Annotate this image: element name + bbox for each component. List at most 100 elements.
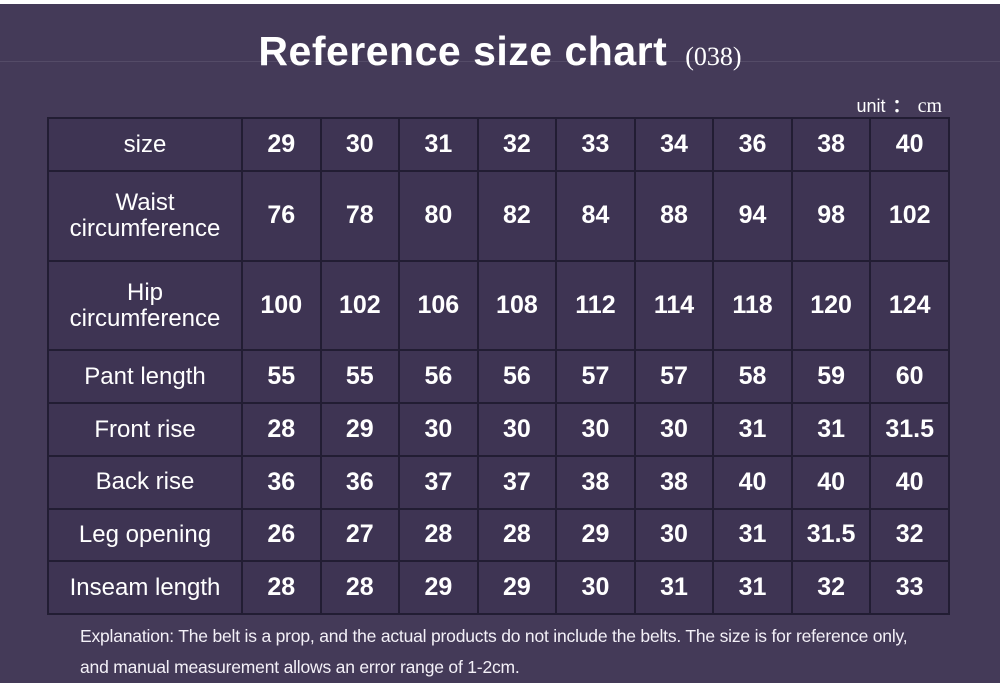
size-value-cell: 28 bbox=[476, 507, 558, 563]
size-value-cell: 56 bbox=[476, 349, 558, 405]
size-value-cell: 38 bbox=[633, 454, 715, 510]
size-value-cell: 34 bbox=[633, 117, 715, 172]
size-value-cell: 38 bbox=[790, 117, 872, 172]
table-row: Pant length 55 55 56 56 57 57 58 59 60 bbox=[47, 349, 950, 405]
size-value-cell: 40 bbox=[790, 454, 872, 510]
size-value-cell: 76 bbox=[241, 169, 322, 262]
size-value-cell: 30 bbox=[319, 117, 401, 172]
size-value-cell: 57 bbox=[633, 349, 715, 405]
explanation-text: Explanation: The belt is a prop, and the… bbox=[80, 621, 970, 683]
row-label: Inseam length bbox=[47, 560, 243, 615]
size-value-cell: 112 bbox=[555, 259, 636, 352]
size-value-cell: 40 bbox=[712, 454, 793, 510]
row-label: Front rise bbox=[47, 402, 243, 457]
size-value-cell: 60 bbox=[869, 349, 950, 405]
size-value-cell: 82 bbox=[476, 169, 558, 262]
row-label: Back rise bbox=[47, 454, 243, 510]
size-value-cell: 102 bbox=[869, 169, 950, 262]
size-value-cell: 29 bbox=[476, 560, 558, 615]
size-value-cell: 28 bbox=[241, 402, 322, 457]
size-value-cell: 32 bbox=[869, 507, 950, 563]
size-value-cell: 28 bbox=[319, 560, 401, 615]
unit-colon: ： bbox=[892, 96, 911, 116]
explanation-line-2: and manual measurement allows an error r… bbox=[80, 657, 520, 677]
page-title: Reference size chart (038) bbox=[0, 28, 1000, 75]
size-value-cell: 30 bbox=[555, 560, 636, 615]
size-value-cell: 124 bbox=[869, 259, 950, 352]
size-value-cell: 37 bbox=[476, 454, 558, 510]
size-value-cell: 28 bbox=[398, 507, 479, 563]
size-value-cell: 33 bbox=[869, 560, 950, 615]
size-value-cell: 38 bbox=[555, 454, 636, 510]
size-value-cell: 57 bbox=[555, 349, 636, 405]
size-value-cell: 31 bbox=[398, 117, 479, 172]
row-label: Waist circumference bbox=[47, 169, 243, 262]
size-value-cell: 94 bbox=[712, 169, 793, 262]
size-table: size 29 30 31 32 33 34 36 38 40 Waist circumferenc… bbox=[47, 117, 950, 615]
size-value-cell: 88 bbox=[633, 169, 715, 262]
size-value-cell: 29 bbox=[398, 560, 479, 615]
table-row: size 29 30 31 32 33 34 36 38 40 bbox=[47, 117, 950, 172]
size-value-cell: 31 bbox=[633, 560, 715, 615]
table-row: Inseam length 28 28 29 29 30 31 31 32 33 bbox=[47, 560, 950, 615]
size-value-cell: 114 bbox=[633, 259, 715, 352]
size-value-cell: 31 bbox=[712, 402, 793, 457]
size-value-cell: 55 bbox=[319, 349, 401, 405]
size-value-cell: 30 bbox=[398, 402, 479, 457]
unit-value: cm bbox=[917, 95, 942, 117]
page-title-code: (038) bbox=[685, 42, 742, 71]
table-row: Hip circumference 100 102 106 108 112 114 118 12… bbox=[47, 259, 950, 352]
size-value-cell: 37 bbox=[398, 454, 479, 510]
row-label: Hip circumference bbox=[47, 259, 243, 352]
bottom-white-strip bbox=[0, 683, 1000, 691]
size-value-cell: 58 bbox=[712, 349, 793, 405]
size-value-cell: 33 bbox=[555, 117, 636, 172]
size-value-cell: 56 bbox=[398, 349, 479, 405]
size-value-cell: 31.5 bbox=[790, 507, 872, 563]
table-row: Waist circumference 76 78 80 82 84 88 94 98 102 bbox=[47, 169, 950, 262]
size-table-body: size 29 30 31 32 33 34 36 38 40 Waist circumferenc… bbox=[47, 117, 950, 615]
size-value-cell: 108 bbox=[476, 259, 558, 352]
size-value-cell: 31 bbox=[712, 507, 793, 563]
size-value-cell: 100 bbox=[241, 259, 322, 352]
table-row: Front rise 28 29 30 30 30 30 31 31 31.5 bbox=[47, 402, 950, 457]
size-value-cell: 102 bbox=[319, 259, 401, 352]
size-value-cell: 118 bbox=[712, 259, 793, 352]
size-value-cell: 78 bbox=[319, 169, 401, 262]
size-value-cell: 40 bbox=[869, 454, 950, 510]
divider-line bbox=[0, 61, 1000, 62]
purple-panel: Reference size chart (038) unit ： cm size… bbox=[0, 4, 1000, 683]
size-value-cell: 55 bbox=[241, 349, 322, 405]
size-value-cell: 30 bbox=[633, 507, 715, 563]
table-row: Leg opening 26 27 28 28 29 30 31 31.5 32 bbox=[47, 507, 950, 563]
size-value-cell: 29 bbox=[241, 117, 322, 172]
size-value-cell: 28 bbox=[241, 560, 322, 615]
page-title-text: Reference size chart bbox=[258, 28, 668, 74]
unit-note: unit ： cm bbox=[857, 92, 943, 118]
size-value-cell: 26 bbox=[241, 507, 322, 563]
size-value-cell: 40 bbox=[869, 117, 950, 172]
size-value-cell: 98 bbox=[790, 169, 872, 262]
unit-word: unit bbox=[856, 96, 886, 116]
size-value-cell: 36 bbox=[319, 454, 401, 510]
size-value-cell: 36 bbox=[712, 117, 793, 172]
table-row: Back rise 36 36 37 37 38 38 40 40 40 bbox=[47, 454, 950, 510]
size-value-cell: 31 bbox=[790, 402, 872, 457]
size-value-cell: 29 bbox=[555, 507, 636, 563]
size-value-cell: 32 bbox=[790, 560, 872, 615]
size-value-cell: 120 bbox=[790, 259, 872, 352]
row-label: Leg opening bbox=[47, 507, 243, 563]
size-value-cell: 32 bbox=[476, 117, 558, 172]
size-value-cell: 59 bbox=[790, 349, 872, 405]
size-value-cell: 30 bbox=[633, 402, 715, 457]
row-label: size bbox=[47, 117, 243, 172]
size-value-cell: 30 bbox=[476, 402, 558, 457]
size-value-cell: 84 bbox=[555, 169, 636, 262]
size-value-cell: 31 bbox=[712, 560, 793, 615]
size-value-cell: 80 bbox=[398, 169, 479, 262]
size-value-cell: 106 bbox=[398, 259, 479, 352]
top-white-strip bbox=[0, 0, 1000, 4]
explanation-line-1: Explanation: The belt is a prop, and the… bbox=[80, 626, 908, 646]
row-label: Pant length bbox=[47, 349, 243, 405]
